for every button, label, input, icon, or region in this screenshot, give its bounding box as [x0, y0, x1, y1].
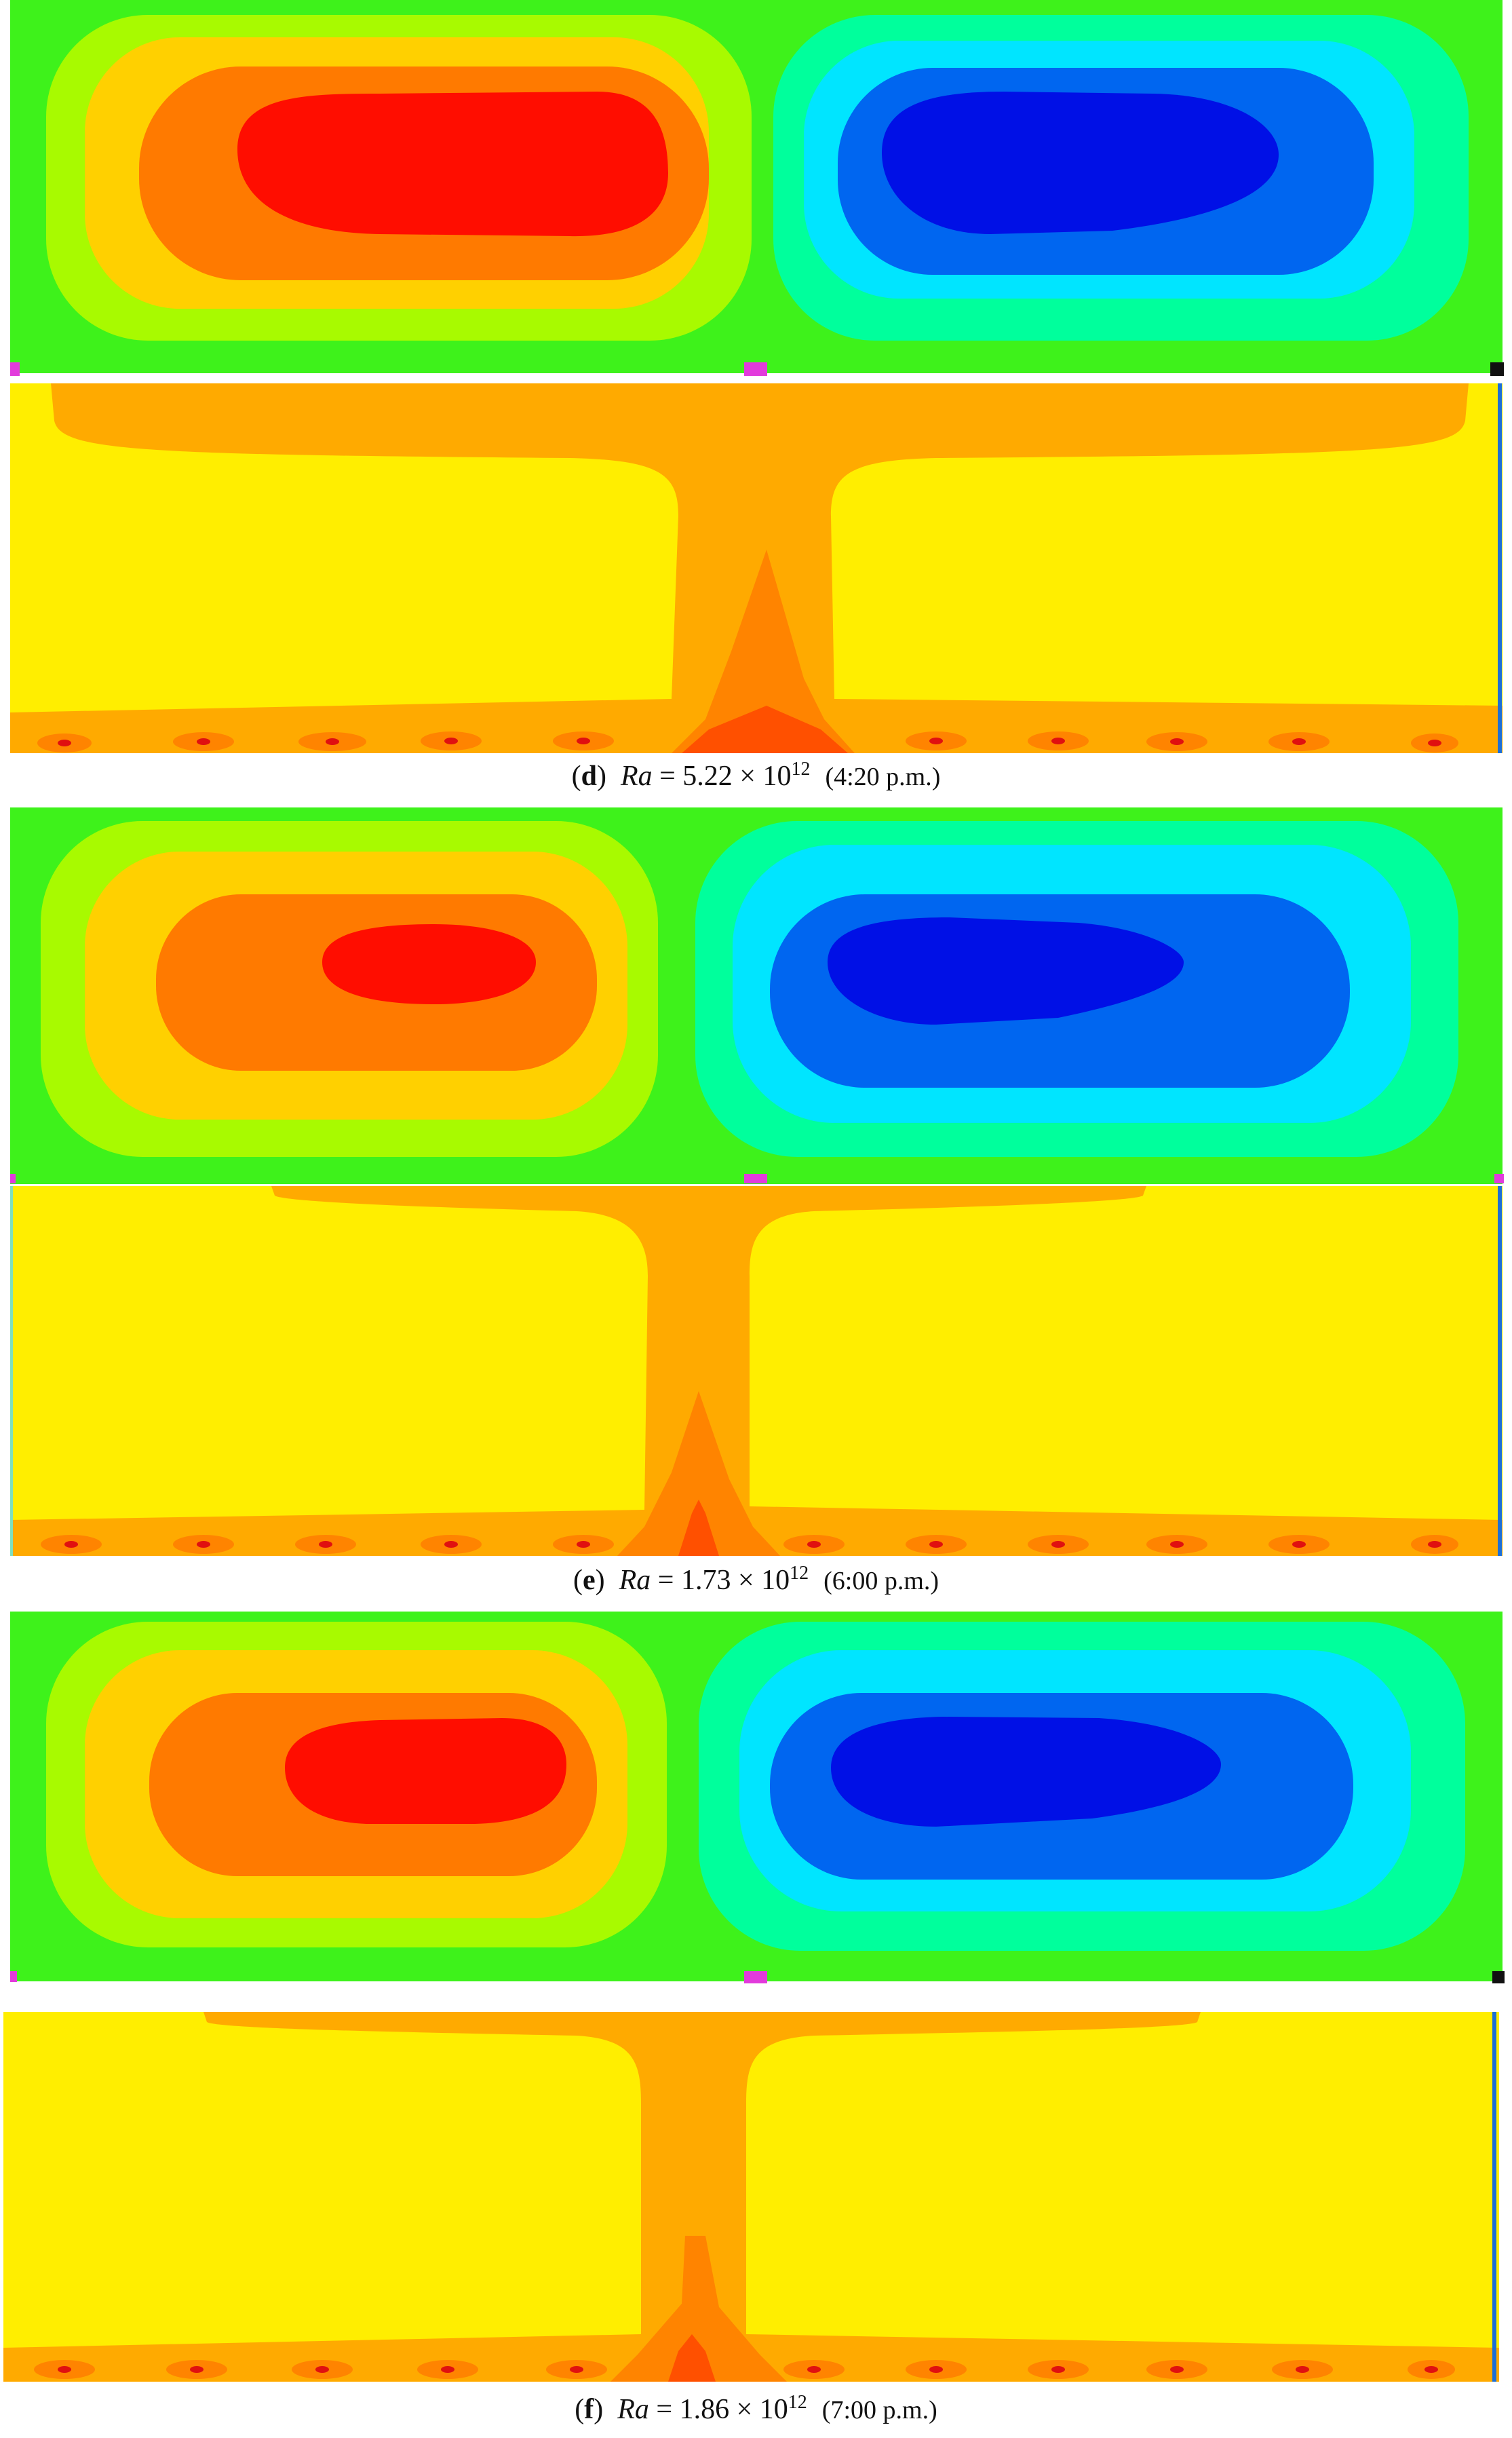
ra-mantissa: 5.22	[682, 761, 733, 792]
boundary-marker-right	[1494, 1174, 1504, 1183]
panel-d	[10, 0, 1504, 753]
right-cell-core	[831, 1717, 1221, 1827]
left-cell-core	[322, 924, 536, 1004]
temperature-plot-f	[3, 2012, 1499, 2382]
boundary-marker-left	[10, 362, 20, 376]
panel-label: d	[581, 761, 597, 792]
temperature-plot-d	[10, 383, 1503, 753]
time-label: (7:00 p.m.)	[821, 2396, 937, 2424]
right-cell-core	[882, 92, 1279, 234]
plume-hot-stem	[617, 1391, 780, 1556]
caption-f: (f) Ra = 1.86 × 1012 (7:00 p.m.)	[575, 2392, 937, 2425]
ra-symbol: Ra	[617, 2394, 649, 2425]
time-label: (6:00 p.m.)	[823, 1567, 939, 1595]
boundary-marker-right	[1490, 362, 1504, 376]
plume-warm-layer	[3, 2012, 1499, 2382]
plume-base-hot	[668, 2334, 716, 2382]
ra-symbol: Ra	[619, 1565, 651, 1596]
streamline-plot-d	[10, 0, 1504, 376]
ra-exponent: 12	[791, 759, 811, 780]
left-edge-line	[10, 1186, 13, 1556]
boundary-marker-center	[744, 1174, 767, 1183]
ra-mantissa: 1.73	[680, 1565, 731, 1596]
boundary-marker-center	[744, 362, 767, 376]
plume-hot-stem	[610, 2236, 787, 2382]
time-label: (4:20 p.m.)	[825, 763, 941, 791]
ra-exponent: 12	[788, 2392, 807, 2413]
plume-warm-layer	[10, 383, 1503, 753]
temperature-background	[3, 2012, 1499, 2382]
right-cell-core	[828, 917, 1184, 1025]
plume-base-hot	[682, 706, 848, 753]
ra-mantissa: 1.86	[679, 2394, 730, 2425]
right-edge-line	[1498, 383, 1502, 753]
left-cell-core	[237, 92, 668, 237]
plume-hot-stem	[672, 550, 855, 753]
temperature-plot-e	[10, 1186, 1503, 1556]
ra-symbol: Ra	[620, 761, 653, 792]
bottom-hotspot-cores	[58, 738, 1441, 746]
plume-warm-layer	[10, 1186, 1503, 1556]
ra-exponent: 12	[790, 1563, 809, 1584]
boundary-marker-right	[1492, 1971, 1505, 1983]
right-edge-line	[1492, 2012, 1496, 2382]
left-cell-core	[285, 1718, 566, 1824]
panel-e	[10, 807, 1504, 1556]
panel-label: e	[582, 1565, 596, 1596]
right-edge-line	[1498, 1186, 1502, 1556]
panel-f	[3, 1612, 1505, 2382]
streamline-plot-e	[10, 807, 1504, 1184]
boundary-marker-center	[744, 1971, 767, 1983]
bottom-hotspot-cores	[64, 1541, 1441, 1548]
boundary-marker-left	[10, 1174, 16, 1183]
panel-label: f	[584, 2394, 594, 2425]
boundary-marker-left	[10, 1971, 17, 1982]
caption-d: (d) Ra = 5.22 × 1012 (4:20 p.m.)	[571, 759, 941, 792]
streamline-plot-f	[10, 1612, 1505, 1983]
temperature-background	[10, 1186, 1503, 1556]
caption-e: (e) Ra = 1.73 × 1012 (6:00 p.m.)	[573, 1563, 939, 1596]
bottom-hotspot-cores	[58, 2366, 1438, 2373]
plume-base-hot	[678, 1500, 719, 1556]
